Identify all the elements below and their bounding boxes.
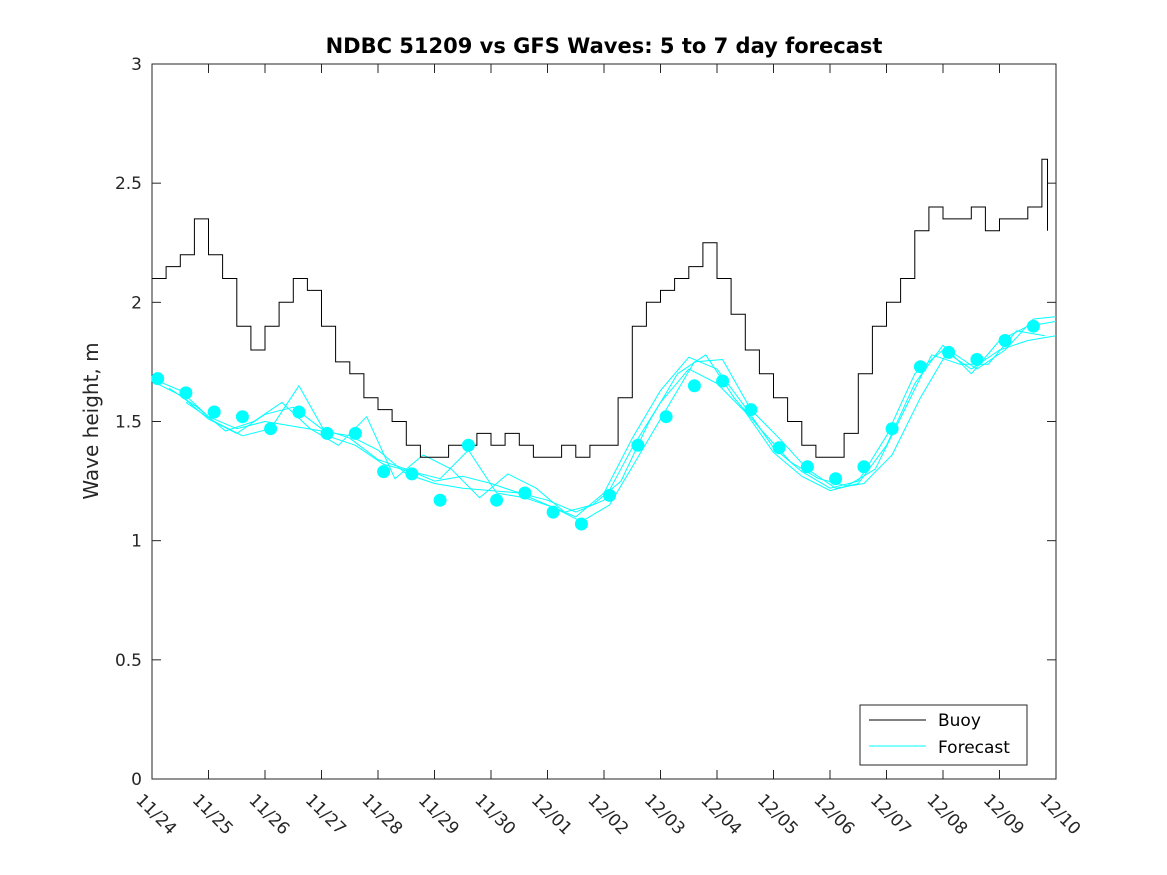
forecast-marker bbox=[207, 405, 221, 419]
forecast-marker bbox=[433, 493, 447, 507]
y-axis-ticks: 0 0.5 1 1.5 2 2.5 3 bbox=[115, 55, 1056, 790]
legend-forecast-label: Forecast bbox=[938, 738, 1010, 758]
forecast-marker-layer bbox=[151, 319, 1040, 531]
chart-title: NDBC 51209 vs GFS Waves: 5 to 7 day fore… bbox=[326, 34, 883, 58]
y-tick-label: 3 bbox=[131, 55, 142, 75]
forecast-marker bbox=[461, 438, 475, 452]
y-axis-label: Wave height, m bbox=[79, 342, 103, 499]
y-tick-label: 2 bbox=[131, 293, 142, 313]
forecast-marker bbox=[235, 410, 249, 424]
forecast-marker bbox=[857, 460, 871, 474]
y-tick-label: 2.5 bbox=[115, 174, 142, 194]
forecast-marker bbox=[1026, 319, 1040, 333]
forecast-marker bbox=[970, 353, 984, 366]
forecast-marker bbox=[744, 403, 758, 417]
y-tick-label: 1 bbox=[131, 532, 142, 552]
forecast-marker bbox=[687, 379, 701, 393]
forecast-marker bbox=[518, 486, 532, 500]
forecast-marker bbox=[574, 517, 588, 531]
buoy-line bbox=[152, 158, 1048, 458]
forecast-marker bbox=[377, 465, 391, 479]
forecast-marker bbox=[998, 334, 1012, 347]
forecast-marker bbox=[490, 493, 504, 507]
legend: Buoy Forecast bbox=[859, 704, 1028, 766]
forecast-marker bbox=[885, 422, 899, 436]
forecast-marker bbox=[631, 438, 645, 452]
forecast-marker bbox=[546, 505, 560, 519]
forecast-marker bbox=[264, 422, 278, 436]
forecast-marker bbox=[942, 345, 956, 359]
y-tick-label: 0.5 bbox=[115, 651, 142, 671]
axes-box bbox=[151, 63, 1057, 780]
forecast-marker bbox=[829, 472, 843, 486]
legend-buoy-label: Buoy bbox=[938, 711, 981, 731]
legend-box bbox=[859, 704, 1028, 766]
forecast-marker bbox=[292, 405, 306, 419]
forecast-marker bbox=[659, 410, 673, 424]
forecast-marker bbox=[151, 372, 165, 386]
plot-area bbox=[151, 63, 1057, 780]
forecast-marker bbox=[800, 460, 814, 474]
forecast-marker bbox=[179, 386, 193, 400]
forecast-marker bbox=[716, 374, 730, 388]
forecast-marker bbox=[405, 467, 419, 481]
y-tick-label: 1.5 bbox=[115, 413, 142, 433]
forecast-marker bbox=[320, 426, 334, 440]
forecast-marker bbox=[772, 441, 786, 455]
forecast-marker bbox=[603, 488, 617, 502]
forecast-marker bbox=[348, 426, 362, 440]
y-tick-label: 0 bbox=[131, 770, 142, 790]
forecast-marker bbox=[913, 360, 927, 374]
